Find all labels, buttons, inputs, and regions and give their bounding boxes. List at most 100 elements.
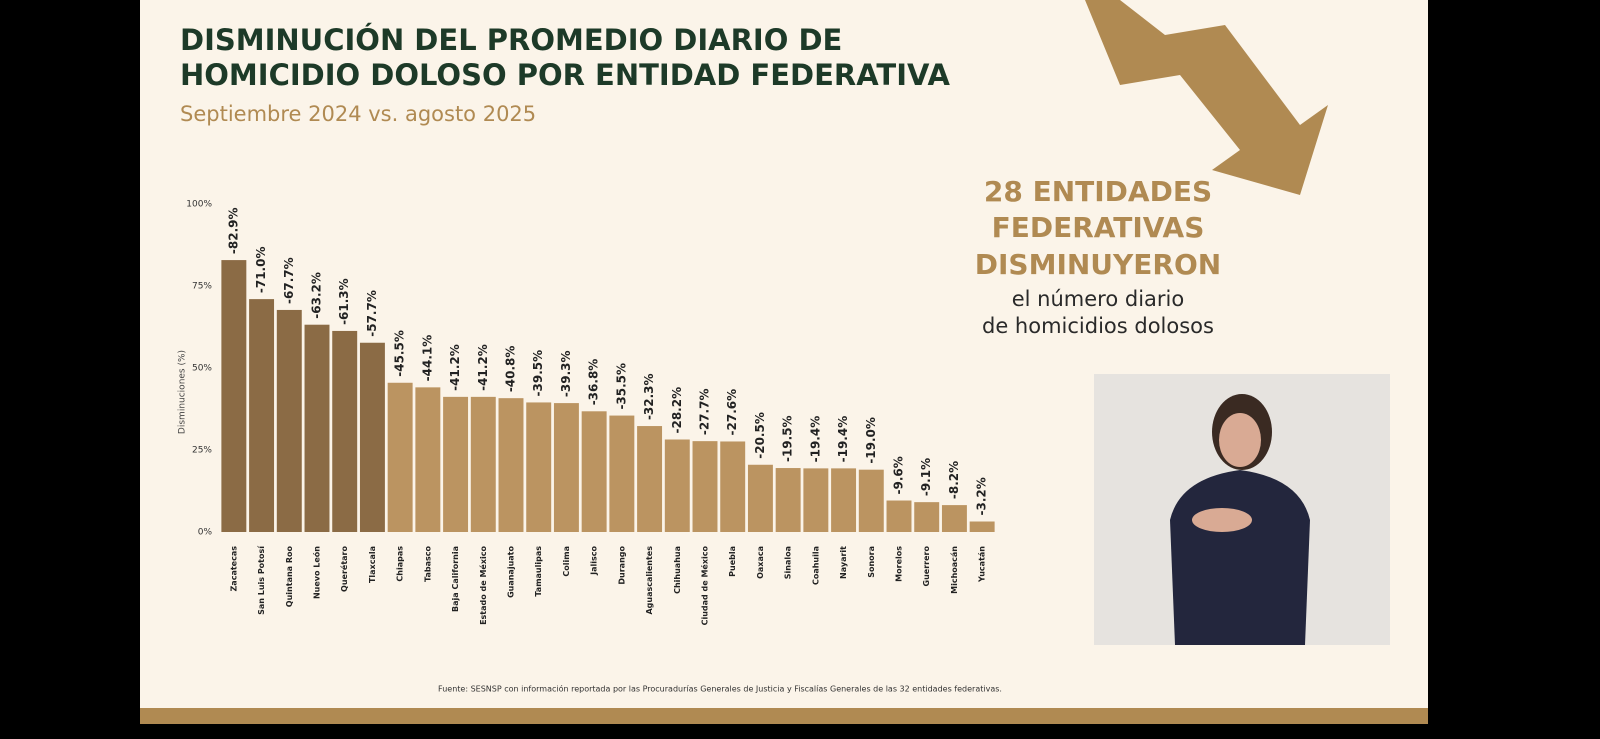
bar (609, 415, 635, 532)
y-tick-label: 0% (198, 528, 213, 538)
callout-headline: DISMINUYERON (975, 248, 1221, 281)
x-tick-label: Estado de México (478, 545, 488, 624)
value-label: -28.2% (670, 387, 684, 434)
value-label: -41.2% (448, 344, 462, 391)
value-label: -9.6% (892, 456, 906, 494)
title-line: HOMICIDIO DOLOSO POR ENTIDAD FEDERATIVA (180, 58, 950, 92)
bar (276, 309, 302, 532)
value-label: -27.7% (698, 389, 712, 436)
value-label: -19.5% (781, 415, 795, 462)
value-label: -19.4% (808, 416, 822, 463)
value-label: -3.2% (975, 477, 989, 515)
bar (470, 396, 496, 532)
value-label: -36.8% (587, 359, 601, 406)
x-tick-label: San Luis Potosí (257, 545, 266, 615)
x-tick-label: Aguascalientes (645, 546, 654, 615)
bar (858, 469, 884, 532)
bar (775, 468, 801, 532)
bar (221, 260, 247, 532)
bar (553, 403, 579, 532)
x-tick-label: Colima (562, 546, 571, 577)
x-tick-label: Coahuila (811, 546, 820, 585)
x-tick-label: Ciudad de México (700, 546, 710, 626)
bar (332, 330, 358, 532)
bar (304, 324, 330, 532)
x-tick-label: Puebla (728, 546, 737, 577)
bar (359, 342, 385, 532)
value-label: -19.4% (836, 416, 850, 463)
x-tick-label: Sinaloa (784, 546, 793, 579)
x-tick-label: Jalisco (590, 545, 599, 575)
x-tick-label: Durango (617, 546, 626, 585)
x-tick-label: Zacatecas (229, 546, 238, 592)
bar (443, 396, 469, 532)
value-label: -40.8% (504, 346, 518, 393)
callout-body: el número diario (1012, 287, 1184, 311)
callout-body: de homicidios dolosos (982, 314, 1214, 338)
value-label: -61.3% (337, 278, 351, 325)
y-axis-title: Disminuciones (%) (178, 350, 188, 434)
callout-headline: FEDERATIVAS (992, 211, 1205, 244)
bar (637, 426, 663, 532)
hands (1192, 508, 1252, 532)
callout-headline: 28 ENTIDADES (984, 175, 1212, 208)
x-tick-label: Tamaulipas (534, 546, 543, 597)
value-label: -82.9% (226, 207, 240, 254)
value-label: -63.2% (310, 272, 324, 319)
x-tick-label: Nayarit (839, 546, 848, 579)
x-tick-label: Nuevo León (312, 546, 322, 599)
y-tick-label: 100% (186, 200, 212, 210)
x-tick-label: Quintana Roo (285, 545, 294, 607)
x-tick-label: Oaxaca (756, 546, 765, 579)
x-tick-label: Querétaro (339, 546, 349, 592)
subtitle: Septiembre 2024 vs. agosto 2025 (180, 102, 536, 126)
y-tick-label: 25% (192, 446, 212, 456)
bar (831, 468, 857, 532)
bar (803, 468, 829, 532)
body (1170, 470, 1310, 645)
x-tick-label: Tlaxcala (368, 546, 377, 583)
x-tick-label: Yucatán (978, 546, 987, 583)
bar (526, 402, 552, 532)
bar (720, 441, 746, 532)
y-tick-label: 75% (192, 282, 212, 292)
x-tick-label: Michoacán (950, 546, 959, 594)
value-label: -44.1% (420, 335, 434, 382)
face (1219, 413, 1261, 467)
x-tick-label: Sonora (867, 546, 876, 578)
value-label: -67.7% (282, 257, 296, 304)
bar (249, 299, 275, 532)
bar (747, 464, 773, 532)
x-tick-label: Tabasco (423, 546, 432, 582)
title-line: DISMINUCIÓN DEL PROMEDIO DIARIO DE (180, 23, 842, 57)
bar (664, 439, 690, 532)
y-tick-label: 50% (192, 364, 212, 374)
x-tick-label: Morelos (895, 546, 904, 582)
bar (415, 387, 441, 532)
bar (498, 398, 524, 532)
bar (914, 502, 940, 532)
x-tick-label: Chiapas (396, 546, 405, 582)
x-tick-label: Guerrero (922, 546, 931, 587)
bar (969, 521, 995, 532)
bar (387, 382, 413, 532)
value-label: -45.5% (393, 330, 407, 377)
bar (941, 505, 967, 532)
interpreter-video (1094, 374, 1390, 645)
value-label: -9.1% (919, 458, 933, 496)
value-label: -41.2% (476, 344, 490, 391)
value-label: -32.3% (642, 373, 656, 420)
value-label: -39.3% (559, 350, 573, 397)
x-tick-label: Baja California (451, 546, 460, 612)
value-label: -27.6% (725, 389, 739, 436)
bar (692, 441, 718, 532)
bar (886, 500, 912, 532)
value-label: -20.5% (753, 412, 767, 459)
value-label: -8.2% (947, 461, 961, 499)
value-label: -19.0% (864, 417, 878, 464)
bottom-band (140, 708, 1428, 724)
x-tick-label: Guanajuato (507, 546, 516, 598)
down-arrow (1085, 0, 1328, 195)
bar (581, 411, 607, 532)
